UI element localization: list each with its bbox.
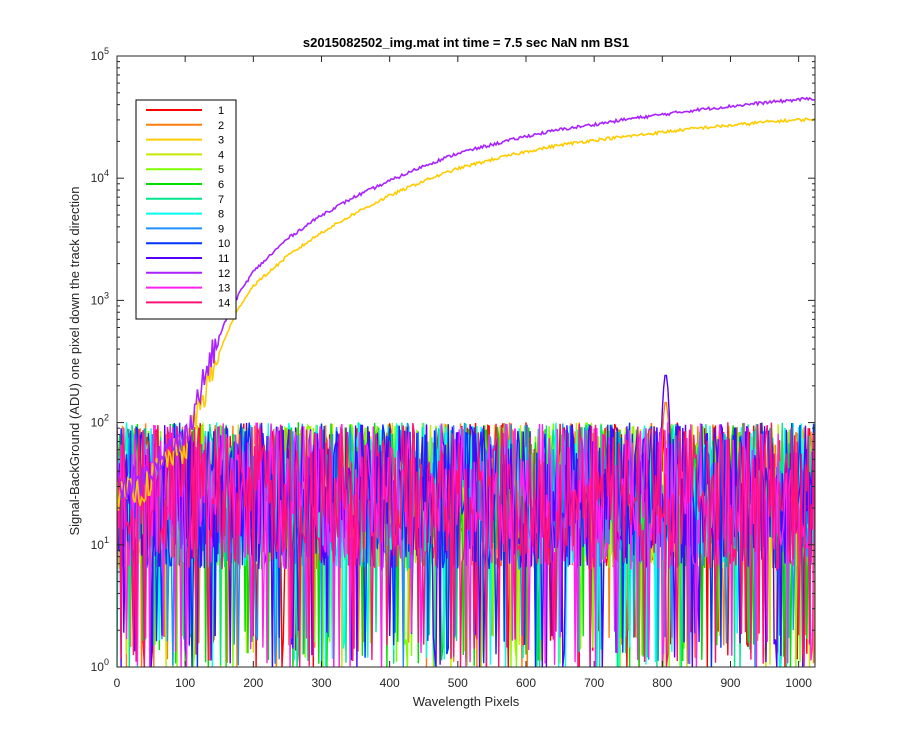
x-tick-label: 300 [311,676,331,690]
x-tick-label: 200 [243,676,263,690]
legend-label: 5 [218,164,224,176]
legend-label: 14 [218,297,230,309]
legend-label: 3 [218,135,224,147]
legend-label: 8 [218,209,224,221]
y-tick-label: 100 [91,657,109,674]
series-line-13 [117,422,815,667]
x-tick-label: 100 [175,676,195,690]
x-tick-labels: 0 100 200 300 400 500 600 700 800 900 1000 [114,676,813,690]
x-tick-label: 900 [720,676,740,690]
legend-label: 13 [218,283,230,295]
y-tick-label: 101 [91,535,109,552]
legend-label: 4 [218,149,224,161]
legend-label: 7 [218,194,224,206]
y-tick-labels: 100 101 102 103 104 105 [91,46,109,674]
x-tick-label: 700 [584,676,604,690]
x-axis-label: Wavelength Pixels [413,694,520,709]
y-tick-label: 103 [91,290,109,307]
y-tick-label: 105 [91,46,109,63]
legend-label: 1 [218,105,224,117]
y-axis-label: Signal-BackGround (ADU) one pixel down t… [67,186,82,535]
axis-ticks [116,55,815,668]
x-tick-label: 1000 [785,676,812,690]
series-line-14 [117,422,815,667]
y-tick-label: 102 [91,413,109,430]
legend-label: 12 [218,268,230,280]
chart-title: s2015082502_img.mat int time = 7.5 sec N… [303,35,629,50]
x-tick-label: 400 [380,676,400,690]
legend-label: 2 [218,120,224,132]
legend-label: 6 [218,179,224,191]
x-tick-label: 600 [516,676,536,690]
x-tick-label: 500 [448,676,468,690]
x-tick-label: 800 [652,676,672,690]
x-tick-label: 0 [114,676,121,690]
legend-label: 11 [218,253,229,265]
noise-layer [117,374,815,667]
legend-box [135,99,237,320]
legend-label: 10 [218,238,230,250]
y-tick-label: 104 [91,168,109,185]
axes-frame [116,55,816,668]
legend-label: 9 [218,223,224,235]
